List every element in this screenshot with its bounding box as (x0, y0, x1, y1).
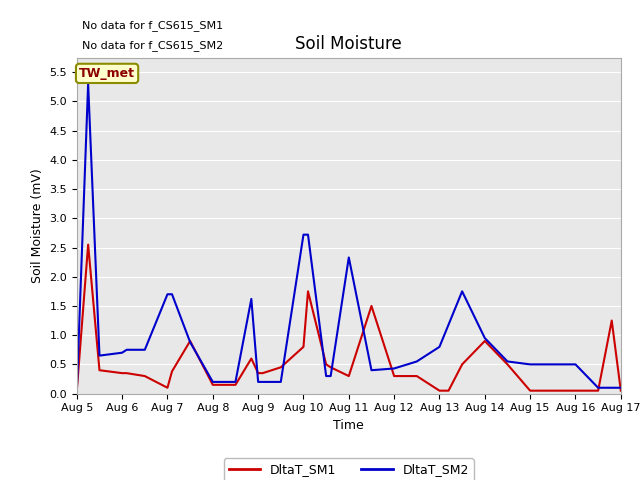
DltaT_SM1 (458, 361, 466, 367)
DltaT_SM1 (164, 385, 172, 391)
DltaT_SM1 (259, 370, 266, 376)
DltaT_SM1 (300, 344, 307, 350)
DltaT_SM1 (186, 338, 194, 344)
DltaT_SM2 (277, 379, 285, 385)
DltaT_SM2 (367, 367, 375, 373)
DltaT_SM2 (458, 288, 466, 294)
DltaT_SM2 (345, 254, 353, 260)
DltaT_SM1 (118, 370, 126, 376)
DltaT_SM2 (84, 81, 92, 87)
DltaT_SM1 (327, 364, 335, 370)
DltaT_SM1 (254, 370, 262, 376)
Legend: DltaT_SM1, DltaT_SM2: DltaT_SM1, DltaT_SM2 (223, 458, 474, 480)
DltaT_SM2 (248, 296, 255, 302)
DltaT_SM2 (390, 366, 398, 372)
DltaT_SM1 (608, 318, 616, 324)
DltaT_SM1 (73, 388, 81, 394)
DltaT_SM1 (617, 388, 625, 394)
DltaT_SM1 (232, 382, 239, 388)
DltaT_SM2 (73, 388, 81, 394)
DltaT_SM1 (572, 388, 579, 394)
DltaT_SM1 (526, 388, 534, 394)
DltaT_SM1 (436, 388, 444, 394)
DltaT_SM2 (300, 232, 307, 238)
DltaT_SM1 (323, 361, 330, 367)
Line: DltaT_SM2: DltaT_SM2 (77, 84, 621, 391)
DltaT_SM1 (84, 242, 92, 248)
DltaT_SM2 (168, 291, 176, 297)
DltaT_SM2 (186, 339, 194, 345)
Text: TW_met: TW_met (79, 67, 135, 80)
DltaT_SM2 (95, 353, 103, 359)
Text: No data for f_CS615_SM1: No data for f_CS615_SM1 (82, 20, 223, 31)
DltaT_SM2 (595, 385, 602, 391)
DltaT_SM2 (164, 291, 172, 297)
X-axis label: Time: Time (333, 419, 364, 432)
DltaT_SM2 (413, 359, 420, 364)
DltaT_SM1 (413, 373, 420, 379)
DltaT_SM2 (504, 359, 511, 364)
DltaT_SM1 (367, 303, 375, 309)
DltaT_SM2 (209, 379, 216, 385)
DltaT_SM1 (345, 373, 353, 379)
DltaT_SM2 (327, 373, 335, 379)
Title: Soil Moisture: Soil Moisture (296, 35, 402, 53)
DltaT_SM1 (595, 388, 602, 394)
DltaT_SM1 (141, 373, 148, 379)
DltaT_SM1 (304, 288, 312, 294)
DltaT_SM1 (390, 373, 398, 379)
DltaT_SM2 (304, 232, 312, 238)
DltaT_SM2 (572, 361, 579, 367)
DltaT_SM1 (549, 388, 557, 394)
DltaT_SM2 (617, 385, 625, 391)
DltaT_SM1 (277, 364, 285, 370)
DltaT_SM2 (549, 361, 557, 367)
Line: DltaT_SM1: DltaT_SM1 (77, 245, 621, 391)
Y-axis label: Soil Moisture (mV): Soil Moisture (mV) (31, 168, 44, 283)
DltaT_SM2 (141, 347, 148, 353)
DltaT_SM2 (481, 335, 489, 341)
DltaT_SM2 (123, 347, 131, 353)
DltaT_SM1 (481, 338, 489, 344)
DltaT_SM2 (254, 379, 262, 385)
DltaT_SM2 (526, 361, 534, 367)
DltaT_SM1 (504, 361, 511, 367)
DltaT_SM1 (445, 388, 452, 394)
Text: No data for f_CS615_SM2: No data for f_CS615_SM2 (82, 40, 223, 51)
DltaT_SM2 (118, 350, 126, 356)
DltaT_SM1 (248, 356, 255, 361)
DltaT_SM1 (95, 367, 103, 373)
DltaT_SM1 (123, 370, 131, 376)
DltaT_SM1 (168, 369, 176, 374)
DltaT_SM1 (209, 382, 216, 388)
DltaT_SM2 (259, 379, 266, 385)
DltaT_SM2 (323, 373, 330, 379)
DltaT_SM2 (436, 344, 444, 350)
DltaT_SM2 (232, 379, 239, 385)
